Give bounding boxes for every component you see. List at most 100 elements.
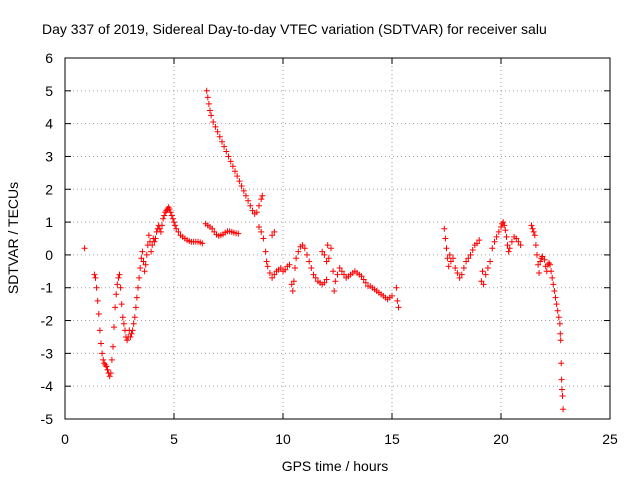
data-point	[288, 281, 295, 288]
data-point	[208, 112, 215, 119]
data-point	[498, 224, 504, 230]
data-point	[445, 263, 452, 270]
data-point	[199, 240, 206, 247]
data-point	[264, 263, 271, 270]
data-point	[555, 314, 562, 321]
data-point	[175, 228, 182, 235]
y-tick-label: -1	[41, 280, 54, 296]
data-point	[221, 143, 228, 150]
data-point	[117, 284, 124, 291]
x-tick-label: 25	[602, 431, 618, 447]
data-point	[103, 363, 110, 370]
data-point	[151, 238, 158, 245]
data-point	[517, 242, 524, 249]
data-point	[225, 153, 232, 160]
data-point	[442, 235, 449, 242]
x-tick-label: 5	[170, 431, 178, 447]
data-point	[107, 370, 114, 377]
data-point	[286, 261, 293, 268]
data-point	[446, 251, 453, 258]
data-point	[505, 248, 512, 255]
data-point	[205, 100, 212, 107]
data-point	[132, 304, 139, 311]
data-point	[532, 242, 539, 249]
data-point	[557, 337, 564, 344]
data-point	[321, 251, 328, 258]
data-point	[258, 196, 265, 203]
data-point	[504, 242, 511, 249]
data-point	[443, 245, 450, 252]
data-point	[236, 178, 243, 185]
data-point	[395, 304, 402, 311]
data-point	[450, 255, 456, 262]
data-point	[148, 248, 155, 255]
data-point	[289, 288, 296, 294]
ticks	[64, 57, 611, 420]
data-point	[536, 270, 543, 276]
data-point	[454, 270, 461, 276]
data-point	[308, 265, 315, 271]
data-point	[528, 222, 535, 229]
data-point	[127, 334, 134, 340]
data-point	[271, 271, 278, 278]
data-point	[292, 265, 298, 271]
data-point	[556, 320, 563, 327]
data-point	[159, 222, 165, 229]
data-point	[139, 248, 146, 255]
data-point	[559, 393, 566, 399]
data-point	[306, 258, 313, 265]
data-point	[240, 187, 247, 194]
data-point	[325, 255, 332, 262]
y-tick-label: 2	[45, 181, 53, 197]
data-point	[120, 320, 127, 327]
data-point	[223, 148, 230, 155]
data-point	[495, 228, 502, 235]
data-point	[293, 255, 300, 262]
data-point	[269, 274, 276, 281]
data-point	[282, 266, 289, 273]
data-point	[549, 274, 556, 281]
data-point	[172, 222, 179, 229]
data-point	[238, 183, 245, 189]
data-point	[98, 340, 104, 347]
data-point	[95, 311, 102, 317]
data-point	[131, 314, 138, 321]
data-point	[232, 168, 238, 175]
data-point	[113, 291, 120, 298]
data-point	[389, 292, 395, 299]
data-point	[114, 281, 121, 288]
data-point	[484, 265, 491, 271]
data-point	[227, 158, 234, 165]
data-point	[328, 245, 334, 252]
data-point	[171, 219, 177, 226]
data-point	[535, 261, 542, 268]
data-point	[145, 232, 152, 239]
data-point	[256, 202, 262, 209]
data-point	[124, 337, 131, 344]
data-point	[441, 225, 448, 232]
data-point	[92, 274, 99, 281]
data-point	[249, 207, 256, 214]
data-point	[362, 279, 369, 286]
data-point	[108, 356, 115, 363]
data-point	[207, 107, 213, 114]
data-point	[116, 271, 123, 278]
data-point	[247, 202, 254, 209]
data-point	[479, 268, 486, 275]
data-point	[301, 245, 308, 252]
data-point	[465, 255, 472, 262]
data-point	[541, 256, 548, 263]
data-point	[253, 209, 260, 216]
data-point	[360, 276, 367, 283]
data-point	[295, 248, 302, 255]
data-point	[489, 245, 496, 252]
data-point	[487, 258, 494, 265]
data-point	[467, 251, 474, 258]
data-point	[118, 301, 125, 308]
data-point	[534, 251, 540, 258]
data-point	[235, 230, 242, 237]
y-tick-label: -3	[41, 345, 54, 361]
data-point	[81, 245, 88, 252]
